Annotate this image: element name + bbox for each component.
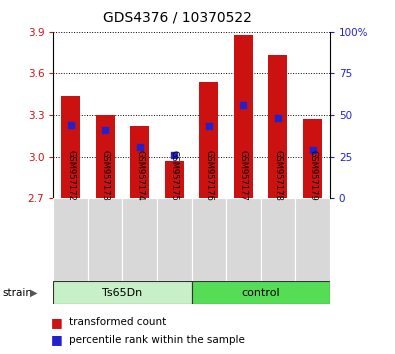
Text: GSM957173: GSM957173	[101, 150, 110, 201]
Bar	[199, 82, 218, 198]
Bar	[53, 198, 88, 281]
Bar	[61, 96, 80, 198]
Bar	[53, 281, 192, 304]
Text: Ts65Dn: Ts65Dn	[102, 288, 143, 298]
Text: GSM957172: GSM957172	[66, 150, 75, 201]
Bar	[261, 198, 295, 281]
Bar	[303, 119, 322, 198]
Text: GSM957177: GSM957177	[239, 150, 248, 201]
Bar	[165, 161, 184, 198]
Text: GDS4376 / 10370522: GDS4376 / 10370522	[103, 11, 252, 25]
Bar	[88, 198, 122, 281]
Text: control: control	[241, 288, 280, 298]
Bar	[157, 198, 192, 281]
Text: GSM957175: GSM957175	[170, 150, 179, 201]
Point	[171, 153, 177, 158]
Text: GSM957174: GSM957174	[135, 150, 144, 201]
Bar	[295, 198, 330, 281]
Bar	[96, 115, 115, 198]
Bar	[122, 198, 157, 281]
Text: strain: strain	[2, 288, 32, 298]
Text: GSM957176: GSM957176	[204, 150, 213, 201]
Text: ■: ■	[51, 316, 63, 329]
Bar	[192, 281, 330, 304]
Bar	[130, 126, 149, 198]
Bar	[269, 56, 288, 198]
Text: GSM957178: GSM957178	[273, 150, 282, 201]
Text: percentile rank within the sample: percentile rank within the sample	[69, 335, 245, 345]
Point	[309, 147, 316, 153]
Point	[137, 144, 143, 150]
Text: ■: ■	[51, 333, 63, 346]
Point	[68, 122, 74, 127]
Point	[275, 115, 281, 121]
Bar	[226, 198, 261, 281]
Text: transformed count: transformed count	[69, 317, 166, 327]
Point	[102, 127, 108, 133]
Bar	[192, 198, 226, 281]
Point	[240, 103, 246, 108]
Bar	[234, 35, 253, 198]
Text: GSM957179: GSM957179	[308, 150, 317, 201]
Point	[206, 123, 212, 129]
Text: ▶: ▶	[30, 288, 38, 298]
